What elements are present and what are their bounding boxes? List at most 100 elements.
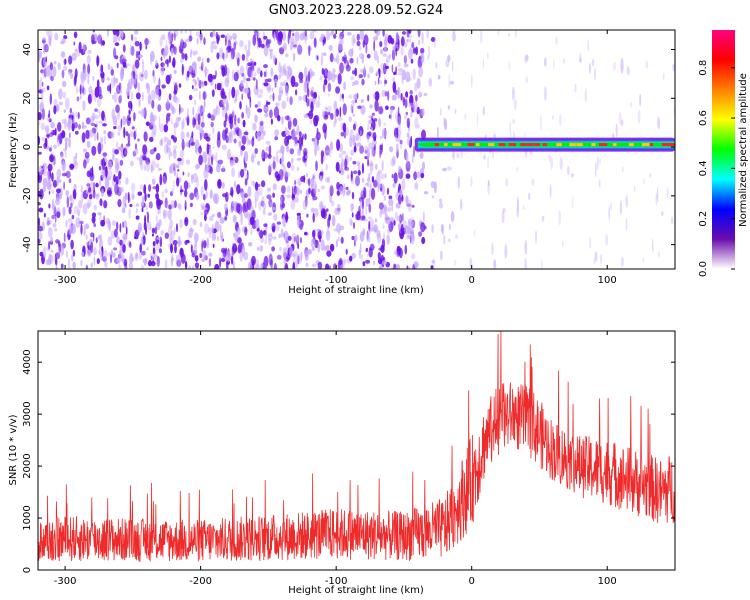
heat-cell [351,100,356,104]
heat-cell [99,198,103,207]
heat-cell [660,211,664,217]
heat-cell [42,162,48,171]
heat-cell [208,257,211,267]
heat-cell [273,213,278,221]
heat-cell [203,99,206,108]
heat-cell [207,156,211,165]
heat-cell [196,176,200,189]
heat-cell [181,121,184,131]
heat-cell [618,111,622,125]
heat-cell [97,142,102,155]
heat-cell [293,185,297,195]
heat-cell [200,81,205,88]
heat-cell [60,245,65,256]
heat-cell [367,254,369,258]
spectrogram-y-label: Frequency (Hz) [8,112,19,188]
heat-cell [312,212,315,223]
heat-cell [176,259,182,267]
heat-cell [381,128,387,138]
heat-cell [221,94,227,100]
heat-cell [140,159,144,171]
heat-cell [540,115,542,131]
heat-cell [525,54,529,61]
heat-cell [596,156,599,170]
heat-cell [312,229,316,238]
heat-cell [131,194,135,200]
heat-cell [274,171,279,179]
heat-cell [454,108,457,114]
heat-cell [321,52,324,58]
heat-cell [584,87,587,103]
heat-cell [310,101,314,113]
heat-cell [350,203,354,212]
heat-cell [541,259,543,269]
heat-cell [114,157,119,165]
heat-cell [433,181,437,194]
heat-cell [482,58,485,70]
heat-cell [38,151,42,155]
heat-cell [320,56,324,66]
heat-cell [415,46,418,56]
heat-cell [38,121,41,126]
ridge-peak [467,143,475,147]
heat-cell [139,41,142,51]
heat-cell [38,79,42,91]
heat-cell [296,212,301,216]
heat-cell [167,209,172,220]
heat-cell [50,121,55,129]
heat-cell [265,146,270,152]
heat-cell [100,136,104,143]
heat-cell [232,243,238,254]
heat-cell [399,139,403,145]
heat-cell [323,68,329,80]
heat-cell [196,123,199,131]
heat-cell [193,232,199,243]
heat-cell [180,38,183,50]
heat-cell [178,205,182,210]
heat-cell [48,226,53,239]
heat-cell [43,213,46,218]
heat-cell [42,170,48,177]
heat-cell [303,114,308,119]
heat-cell [147,211,149,224]
heat-cell [52,223,57,228]
heat-cell [160,64,165,77]
heat-cell [217,131,221,141]
heat-cell [100,250,103,261]
heat-cell [80,71,84,82]
heat-cell [331,30,335,35]
heat-cell [202,193,206,201]
heat-cell [145,45,148,50]
heat-cell [211,213,216,217]
heat-cell [166,141,169,153]
heat-cell [361,78,365,86]
heat-cell [137,82,140,92]
heat-cell [40,77,43,82]
heat-cell [126,88,130,97]
heat-cell [151,178,156,185]
heat-cell [405,194,408,206]
x-tick-label: -100 [325,576,348,587]
heat-cell [297,147,301,156]
heat-cell [307,70,311,82]
heat-cell [230,201,234,213]
heat-cell [187,172,190,178]
heat-cell [71,52,77,61]
heat-cell [356,92,359,100]
heat-cell [175,165,180,169]
heat-cell [206,237,210,249]
ridge-peak [599,143,608,147]
heat-cell [335,54,340,65]
heat-cell [185,239,190,244]
heat-cell [400,223,404,236]
heat-cell [44,63,47,68]
heat-cell [65,220,68,228]
heat-cell [101,157,106,170]
heat-cell [82,100,86,112]
heat-cell [396,127,399,139]
heat-cell [52,66,57,78]
heat-cell [328,148,332,158]
heat-cell [85,264,89,269]
heat-cell [126,114,131,127]
heat-cell [45,30,50,37]
